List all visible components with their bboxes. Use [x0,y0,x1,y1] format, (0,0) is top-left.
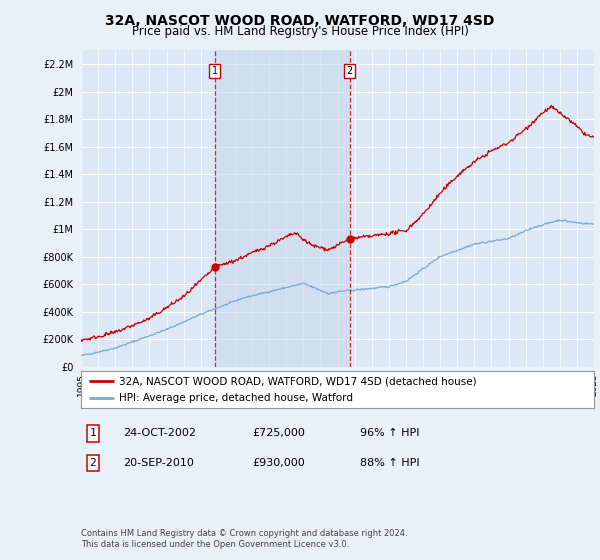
Text: 20-SEP-2010: 20-SEP-2010 [123,458,194,468]
Text: Contains HM Land Registry data © Crown copyright and database right 2024.
This d: Contains HM Land Registry data © Crown c… [81,529,407,549]
Text: HPI: Average price, detached house, Watford: HPI: Average price, detached house, Watf… [119,393,353,403]
Text: 2: 2 [347,66,353,76]
Text: 88% ↑ HPI: 88% ↑ HPI [360,458,419,468]
Text: Price paid vs. HM Land Registry's House Price Index (HPI): Price paid vs. HM Land Registry's House … [131,25,469,38]
Text: 1: 1 [89,428,97,438]
Text: 32A, NASCOT WOOD ROAD, WATFORD, WD17 4SD (detached house): 32A, NASCOT WOOD ROAD, WATFORD, WD17 4SD… [119,376,477,386]
Text: 1: 1 [212,66,218,76]
Text: £930,000: £930,000 [252,458,305,468]
Text: £725,000: £725,000 [252,428,305,438]
Text: 32A, NASCOT WOOD ROAD, WATFORD, WD17 4SD: 32A, NASCOT WOOD ROAD, WATFORD, WD17 4SD [106,14,494,28]
Text: 96% ↑ HPI: 96% ↑ HPI [360,428,419,438]
Bar [215,50,350,367]
Text: 24-OCT-2002: 24-OCT-2002 [123,428,196,438]
Text: 2: 2 [89,458,97,468]
